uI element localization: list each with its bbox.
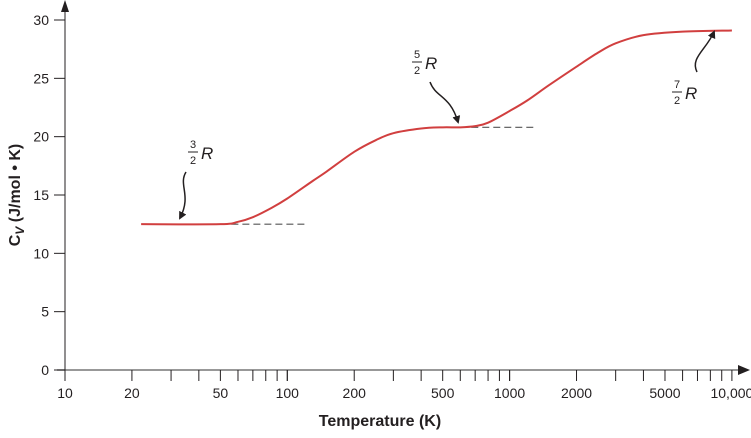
- series-group: [141, 29, 732, 226]
- annotation-symbol: R: [425, 54, 437, 73]
- annotation-symbol: R: [685, 84, 697, 103]
- annotation-7-2-R: 7 2 R: [672, 30, 716, 107]
- y-tick-label: 20: [33, 129, 49, 145]
- heat-capacity-curve: [141, 29, 732, 226]
- x-tick-label: 50: [213, 385, 229, 401]
- x-tick-label: 5000: [649, 385, 680, 401]
- fraction-numerator: 3: [190, 139, 196, 151]
- y-tick-label: 10: [33, 245, 49, 261]
- axes: 10 20 50 100 200 500 1000 2000 5000 10,000 0 5 10 15 2…: [33, 0, 751, 401]
- annotation-symbol: R: [201, 144, 213, 163]
- y-tick-label: 25: [33, 70, 49, 86]
- arrow-icon: [429, 81, 461, 124]
- x-tick-label: 100: [276, 385, 300, 401]
- x-tick-label: 200: [343, 385, 367, 401]
- y-axis-arrow: [61, 0, 69, 12]
- x-axis-arrow: [738, 365, 750, 375]
- arrow-icon: [694, 30, 716, 73]
- annotation-3-2-R: 3 2 R: [179, 139, 213, 220]
- fraction-denominator: 2: [674, 95, 680, 107]
- x-axis-label: Temperature (K): [319, 413, 441, 430]
- annotation-5-2-R: 5 2 R: [412, 49, 461, 124]
- x-tick-label: 500: [431, 385, 455, 401]
- y-tick-label: 30: [33, 12, 49, 28]
- arrow-icon: [179, 171, 187, 220]
- x-tick-label: 10,000: [710, 385, 751, 401]
- annotations: 32 R52 R72 R: [179, 30, 716, 220]
- fraction-numerator: 7: [674, 79, 680, 91]
- y-tick-label: 15: [33, 187, 49, 203]
- x-tick-label: 2000: [561, 385, 592, 401]
- x-tick-label: 20: [124, 385, 140, 401]
- y-tick-label: 5: [41, 304, 49, 320]
- y-axis-label: CV (J/mol • K): [7, 144, 27, 247]
- fraction-numerator: 5: [414, 49, 420, 61]
- fraction-denominator: 2: [190, 155, 196, 167]
- x-tick-label: 1000: [494, 385, 525, 401]
- y-tick-label: 0: [41, 362, 49, 378]
- fraction-denominator: 2: [414, 65, 420, 77]
- x-tick-label: 10: [57, 385, 73, 401]
